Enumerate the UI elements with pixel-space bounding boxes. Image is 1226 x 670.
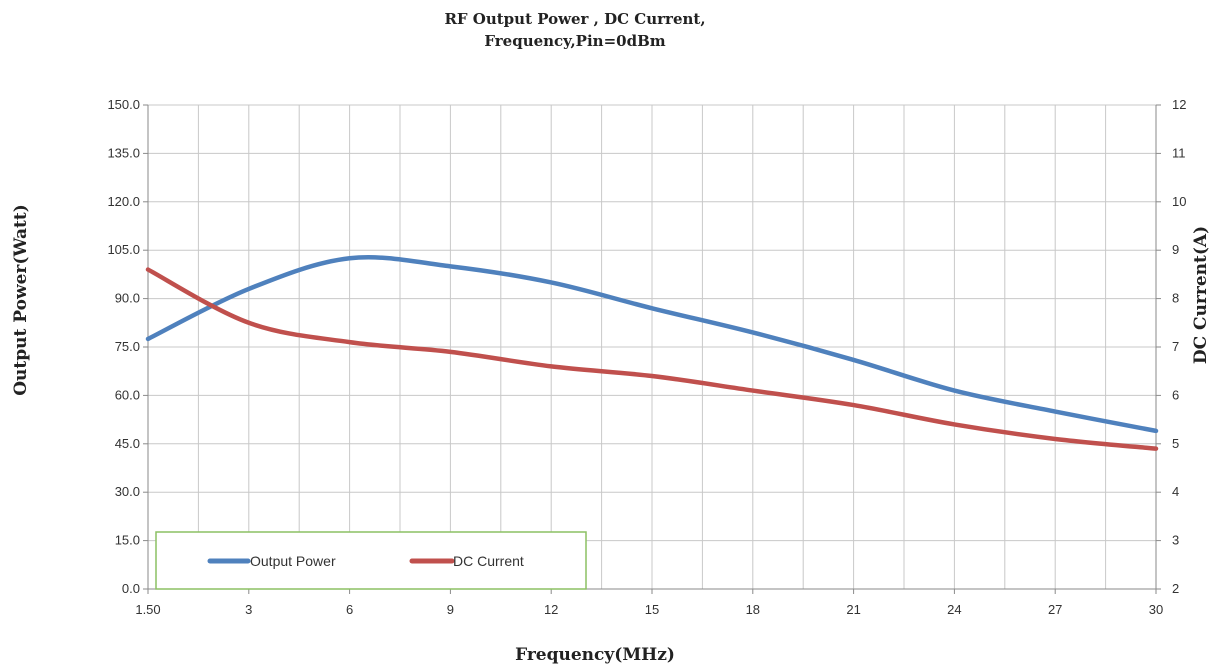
legend: Output Power DC Current [155,531,587,590]
y-axis-tick-label: 105.0 [107,242,140,257]
grid [147,104,1157,590]
x-axis-tick-label: 6 [346,602,353,617]
y-axis-title: Output Power(Watt) [11,204,31,396]
y2-axis-tick-label: 2 [1172,581,1179,596]
x-axis-tick-label: 12 [544,602,558,617]
y2-axis-tick-label: 12 [1172,97,1186,112]
y2-axis-title: DC Current(A) [1191,226,1211,364]
y-axis-tick-label: 150.0 [107,97,140,112]
y2-axis-tick-label: 11 [1172,145,1186,160]
y2-axis-tick-label: 3 [1172,533,1179,548]
x-axis-title: Frequency(MHz) [515,645,675,665]
y2-axis-tick-label: 7 [1172,339,1179,354]
series-line-output-power [145,255,1159,434]
x-axis-tick-label: 9 [447,602,454,617]
y-axis-tick-label: 0.0 [122,581,140,596]
y2-axis-tick-labels: 2 3 4 5 6 7 8 9 10 11 12 [1156,97,1186,596]
y-axis-tick-labels: 0.0 15.0 30.0 45.0 60.0 75.0 90.0 105.0 120.0 135… [107,97,148,596]
y-axis-tick-label: 135.0 [107,145,140,160]
chart-title-line-2: Frequency,Pin=0dBm [484,32,665,50]
chart-title: RF Output Power , DC Current, Frequency,… [444,10,705,50]
y2-axis-tick-label: 8 [1172,291,1179,306]
y2-axis-tick-label: 5 [1172,436,1179,451]
x-axis-tick-label: 15 [645,602,659,617]
x-axis-tick-label: 27 [1048,602,1062,617]
legend-label-output-power: Output Power [250,553,336,569]
y-axis-tick-label: 45.0 [115,436,140,451]
y2-axis-tick-label: 9 [1172,242,1179,257]
series [145,255,1159,451]
x-axis-tick-label: 24 [947,602,961,617]
y-axis-tick-label: 90.0 [115,291,140,306]
x-axis-tick-label: 1.50 [135,602,160,617]
y-axis-tick-label: 15.0 [115,533,140,548]
y-axis-tick-label: 30.0 [115,484,140,499]
series-line-dc-current [145,267,1159,451]
y2-axis-tick-label: 10 [1172,194,1186,209]
x-axis-tick-label: 3 [245,602,252,617]
x-axis-tick-labels: 1.50 3 6 9 12 15 18 21 24 27 30 [135,589,1163,617]
x-axis-tick-label: 21 [846,602,860,617]
y2-axis-tick-label: 6 [1172,387,1179,402]
y-axis-tick-label: 60.0 [115,387,140,402]
legend-label-dc-current: DC Current [453,553,524,569]
y-axis-tick-label: 120.0 [107,194,140,209]
x-axis-tick-label: 18 [746,602,760,617]
chart-title-line-1: RF Output Power , DC Current, [444,10,705,28]
y2-axis-tick-label: 4 [1172,484,1179,499]
x-axis-tick-label: 30 [1149,602,1163,617]
y-axis-tick-label: 75.0 [115,339,140,354]
